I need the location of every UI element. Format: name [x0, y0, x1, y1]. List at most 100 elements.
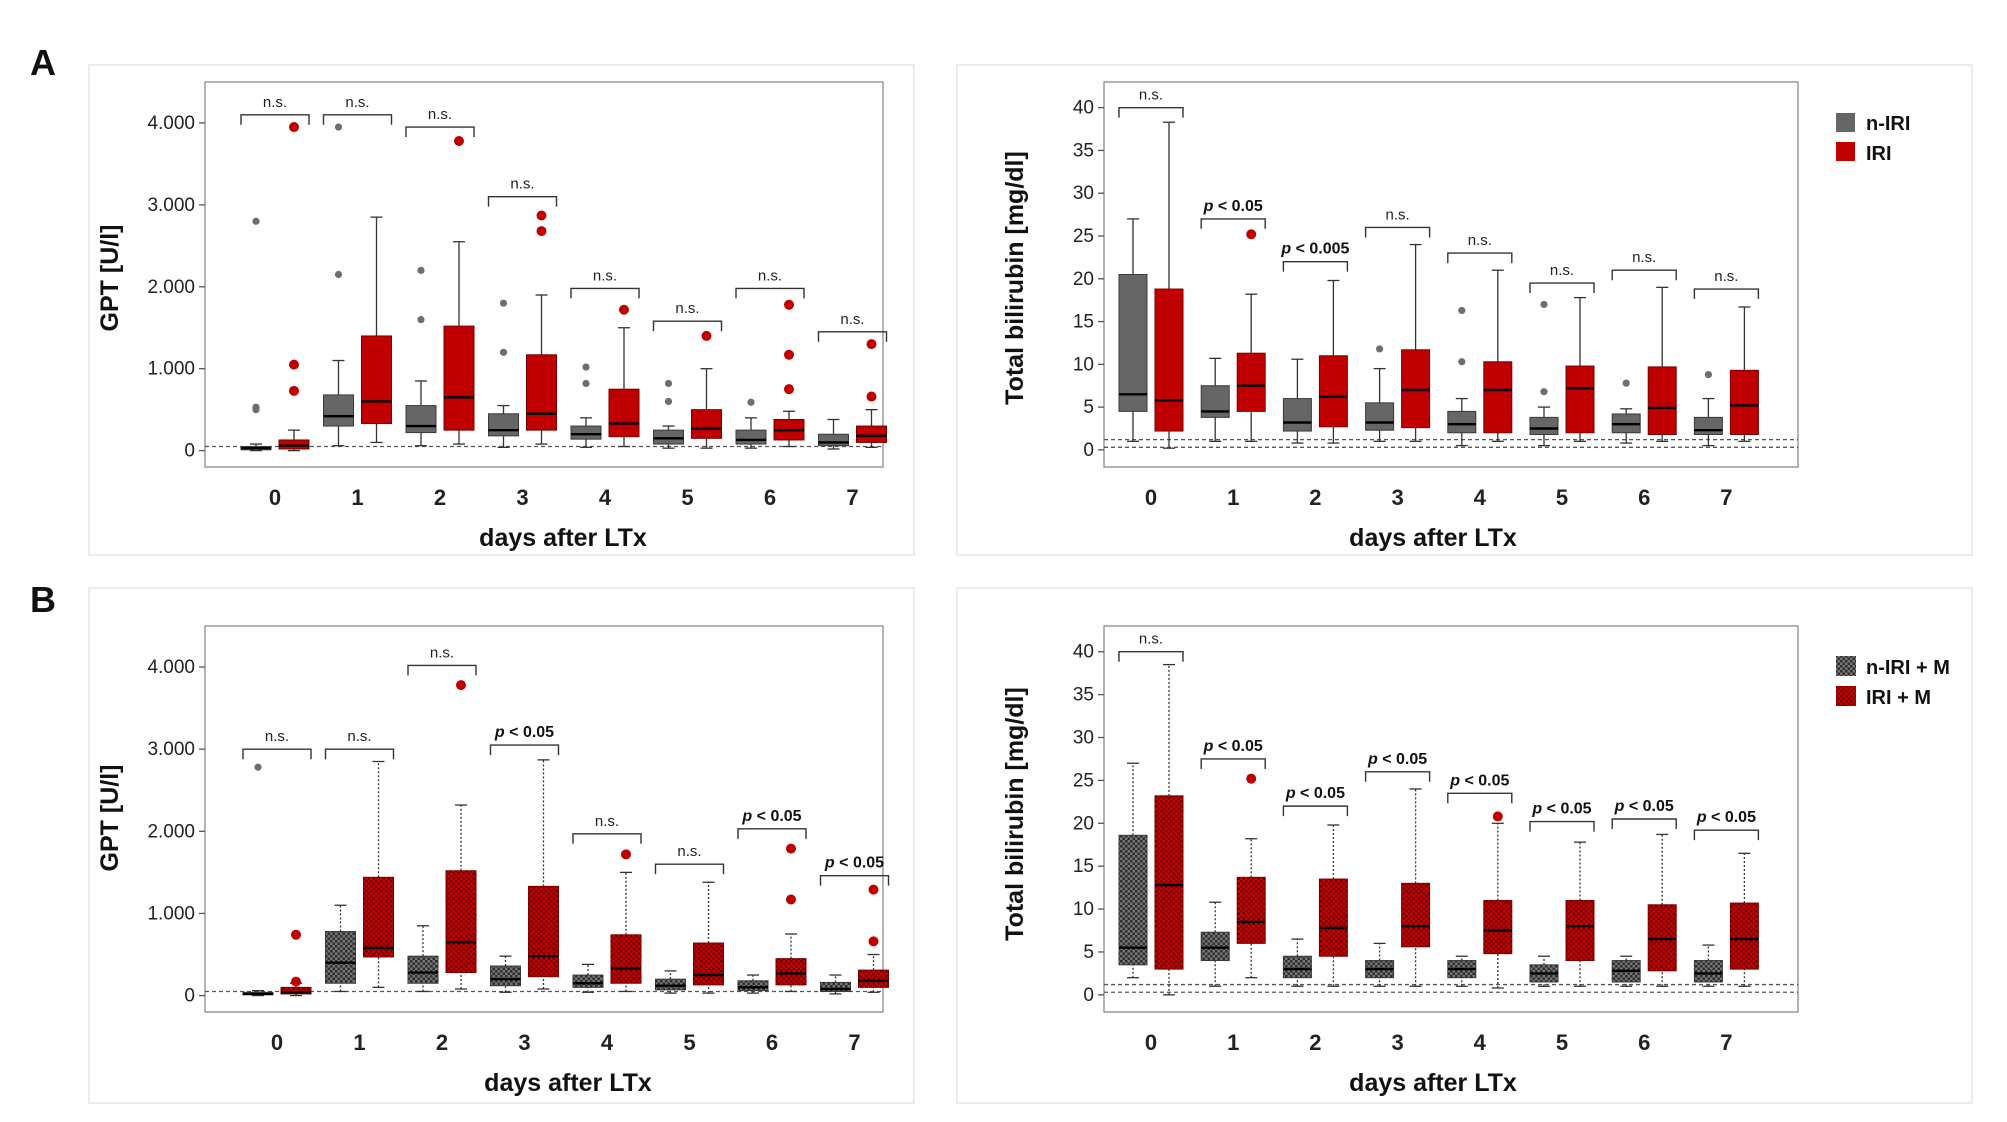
significance-bracket — [489, 744, 560, 756]
y-tick-label: 2.000 — [147, 821, 195, 842]
box — [1154, 795, 1184, 970]
y-axis-title: Total bilirubin [mg/dl] — [1001, 151, 1029, 405]
x-tick-label: 6 — [764, 485, 776, 510]
x-axis-title: days after LTx — [1349, 524, 1517, 552]
y-tick-label: 35 — [1073, 140, 1094, 161]
significance-label: n.s. — [265, 728, 289, 745]
y-axis-title: Total bilirubin [mg/dl] — [1001, 687, 1029, 941]
box — [490, 965, 521, 987]
significance-bracket — [1611, 818, 1677, 829]
outlier-point — [1540, 388, 1548, 396]
significance-label: n.s. — [428, 106, 452, 123]
outlier-point — [784, 384, 794, 395]
significance-bracket — [570, 287, 640, 299]
box — [818, 433, 849, 447]
y-tick-label: 0 — [1083, 440, 1094, 461]
box — [405, 405, 437, 434]
box — [1647, 366, 1677, 435]
outlier-point — [868, 936, 879, 947]
outlier-point — [1458, 306, 1466, 315]
significance-label: n.s. — [263, 94, 287, 111]
significance-label: p < 0.05 — [1531, 801, 1591, 818]
box — [1529, 416, 1559, 435]
outlier-point — [619, 304, 629, 315]
x-tick-label: 5 — [1556, 485, 1568, 510]
legend-label-n-iri-m: n-IRI + M — [1866, 657, 1950, 679]
significance-bracket — [1447, 792, 1513, 804]
outlier-point — [1540, 300, 1548, 309]
x-tick-label: 4 — [601, 1030, 614, 1055]
significance-bracket — [737, 828, 807, 839]
y-axis-title: GPT [U/l] — [96, 765, 124, 872]
y-tick-label: 4.000 — [147, 657, 195, 678]
y-tick-label: 25 — [1073, 226, 1094, 247]
outlier-point — [289, 359, 299, 370]
legend-swatch-n-iri-m — [1836, 656, 1856, 676]
box — [1118, 274, 1148, 412]
y-tick-label: 1.000 — [147, 903, 195, 924]
significance-bracket — [1200, 758, 1266, 769]
x-tick-label: 0 — [271, 1030, 283, 1055]
box — [1236, 352, 1266, 412]
y-tick-label: 20 — [1073, 813, 1094, 834]
outlier-point — [417, 266, 425, 275]
x-tick-label: 3 — [518, 1030, 530, 1055]
outlier-point — [664, 379, 673, 388]
chart-b-bilirubin: days after LTx Total bilirubin [mg/dl] — [956, 587, 1973, 1104]
outlier-point — [866, 391, 877, 402]
significance-label: n.s. — [1632, 249, 1656, 266]
outlier-point — [784, 299, 794, 310]
significance-bracket — [817, 331, 888, 342]
panel-label-a: A — [30, 42, 56, 83]
x-tick-label: 5 — [1556, 1030, 1568, 1055]
outlier-point — [291, 929, 301, 940]
significance-bracket — [242, 748, 312, 760]
box — [691, 409, 722, 439]
box — [528, 885, 559, 978]
significance-label: n.s. — [345, 94, 369, 111]
x-tick-label: 1 — [1227, 485, 1239, 510]
box — [693, 942, 724, 986]
outlier-point — [786, 894, 796, 905]
significance-bracket — [654, 863, 725, 875]
box — [1401, 882, 1431, 948]
box — [856, 425, 887, 443]
y-tick-label: 0 — [1083, 985, 1094, 1006]
y-tick-label: 1.000 — [147, 359, 195, 380]
significance-bracket — [1447, 252, 1513, 264]
box — [653, 429, 684, 445]
plot-area — [1103, 625, 1799, 1013]
x-tick-label: 0 — [1145, 485, 1157, 510]
box — [1565, 899, 1595, 962]
significance-bracket — [1529, 282, 1595, 294]
panel-label-b: B — [30, 579, 56, 620]
box — [655, 978, 686, 991]
significance-label: p < 0.05 — [824, 855, 884, 872]
significance-bracket — [1611, 269, 1677, 281]
legend-a: n-IRI IRI — [1836, 113, 1910, 165]
outlier-point — [289, 122, 299, 133]
y-tick-label: 5 — [1083, 942, 1094, 963]
significance-label: n.s. — [430, 644, 454, 661]
x-tick-label: 2 — [436, 1030, 448, 1055]
significance-bracket — [405, 126, 475, 138]
y-tick-label: 10 — [1073, 899, 1094, 920]
outlier-point — [866, 339, 877, 350]
outlier-point — [621, 849, 631, 860]
x-axis-title: days after LTx — [479, 524, 647, 552]
box — [1236, 876, 1266, 944]
y-tick-label: 15 — [1073, 312, 1094, 333]
y-tick-label: 3.000 — [147, 195, 195, 216]
x-tick-label: 3 — [516, 485, 528, 510]
outlier-point — [1704, 371, 1712, 379]
x-tick-label: 4 — [1474, 485, 1487, 510]
box — [1693, 416, 1723, 435]
outlier-point — [1376, 345, 1384, 353]
significance-bracket — [407, 664, 477, 676]
box — [1647, 904, 1677, 972]
y-tick-label: 35 — [1073, 685, 1094, 706]
significance-bracket — [1693, 829, 1760, 841]
x-axis-title: days after LTx — [484, 1069, 652, 1097]
outlier-point — [454, 135, 464, 146]
